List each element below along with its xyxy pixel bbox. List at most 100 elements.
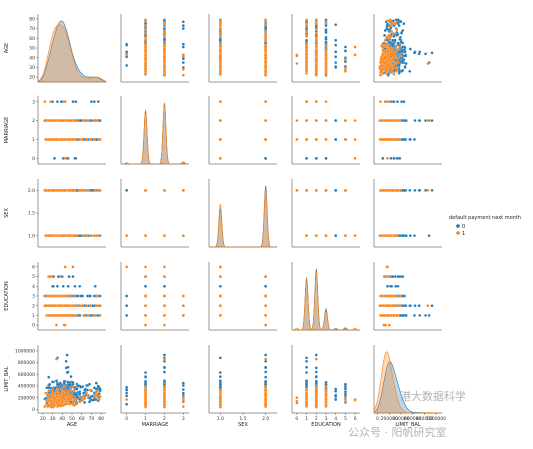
- point: [398, 54, 402, 58]
- point: [163, 60, 166, 64]
- point: [314, 64, 318, 67]
- point: [324, 61, 328, 64]
- point: [394, 44, 398, 48]
- point: [389, 24, 393, 28]
- point: [63, 100, 67, 104]
- point: [264, 69, 268, 73]
- point: [81, 138, 85, 141]
- point: [305, 69, 308, 73]
- point: [383, 38, 387, 42]
- point: [181, 61, 185, 64]
- point: [389, 47, 393, 51]
- point: [400, 31, 403, 34]
- point: [264, 73, 268, 77]
- point: [90, 100, 93, 104]
- point: [394, 21, 398, 25]
- point: [144, 69, 147, 73]
- panel-age-vs-sex: [208, 14, 277, 83]
- point: [163, 33, 166, 37]
- panel-age-vs-education: [291, 14, 360, 83]
- point: [163, 44, 166, 48]
- point: [218, 24, 222, 28]
- point: [394, 62, 398, 65]
- point: [181, 45, 185, 49]
- point: [56, 119, 60, 122]
- point: [163, 55, 166, 59]
- point: [218, 66, 222, 70]
- panel-marriage-vs-marriage: [120, 96, 190, 165]
- point: [381, 53, 385, 57]
- point: [181, 24, 185, 28]
- point: [144, 53, 147, 57]
- point: [424, 52, 428, 56]
- point: [334, 61, 338, 64]
- point: [314, 73, 318, 77]
- point: [163, 27, 166, 30]
- point: [395, 66, 399, 69]
- kde-curve-1: [37, 24, 107, 83]
- point: [314, 28, 318, 31]
- point: [163, 49, 166, 53]
- point: [401, 61, 405, 64]
- point: [387, 33, 391, 37]
- point: [334, 43, 338, 47]
- point: [413, 51, 416, 55]
- point: [386, 64, 390, 67]
- point: [87, 119, 90, 122]
- point: [89, 138, 92, 141]
- point: [264, 60, 268, 64]
- point: [181, 53, 185, 57]
- point: [402, 22, 406, 26]
- point: [353, 53, 357, 57]
- point: [144, 28, 147, 31]
- point: [49, 100, 53, 104]
- point: [264, 45, 268, 49]
- point: [324, 44, 328, 48]
- point: [305, 30, 308, 33]
- y-tick-label: 30: [29, 65, 35, 71]
- point: [67, 119, 71, 122]
- point: [314, 38, 318, 42]
- point: [314, 32, 318, 35]
- point: [43, 100, 47, 104]
- point: [324, 40, 328, 44]
- point: [344, 49, 347, 53]
- point: [181, 27, 185, 30]
- panel-age-vs-marriage: [120, 14, 189, 83]
- point: [71, 138, 75, 141]
- panel-grid: 20304050607080AGE0123MARRIAGE1.01.52.0SE…: [4, 14, 446, 428]
- point: [144, 32, 147, 35]
- point: [384, 44, 388, 48]
- point: [314, 44, 318, 48]
- point: [388, 18, 392, 22]
- point: [305, 27, 308, 30]
- point: [344, 45, 347, 49]
- point: [163, 37, 166, 41]
- point: [181, 73, 185, 77]
- point: [218, 21, 222, 25]
- point: [144, 24, 147, 28]
- point: [305, 45, 308, 49]
- panel-marriage-vs-sex: [208, 96, 277, 165]
- point: [144, 38, 147, 42]
- point: [144, 35, 147, 39]
- point: [295, 54, 299, 58]
- point: [383, 33, 386, 37]
- point: [324, 65, 328, 68]
- point: [218, 44, 222, 48]
- point: [264, 26, 268, 30]
- point: [63, 138, 67, 141]
- point: [385, 27, 389, 30]
- point: [181, 67, 185, 71]
- point: [396, 41, 400, 45]
- point: [125, 53, 129, 57]
- point: [181, 42, 185, 46]
- point: [395, 28, 399, 31]
- point: [163, 66, 166, 69]
- point: [163, 30, 166, 33]
- point: [404, 62, 408, 65]
- point: [218, 49, 222, 53]
- point: [391, 38, 395, 42]
- point: [314, 58, 318, 62]
